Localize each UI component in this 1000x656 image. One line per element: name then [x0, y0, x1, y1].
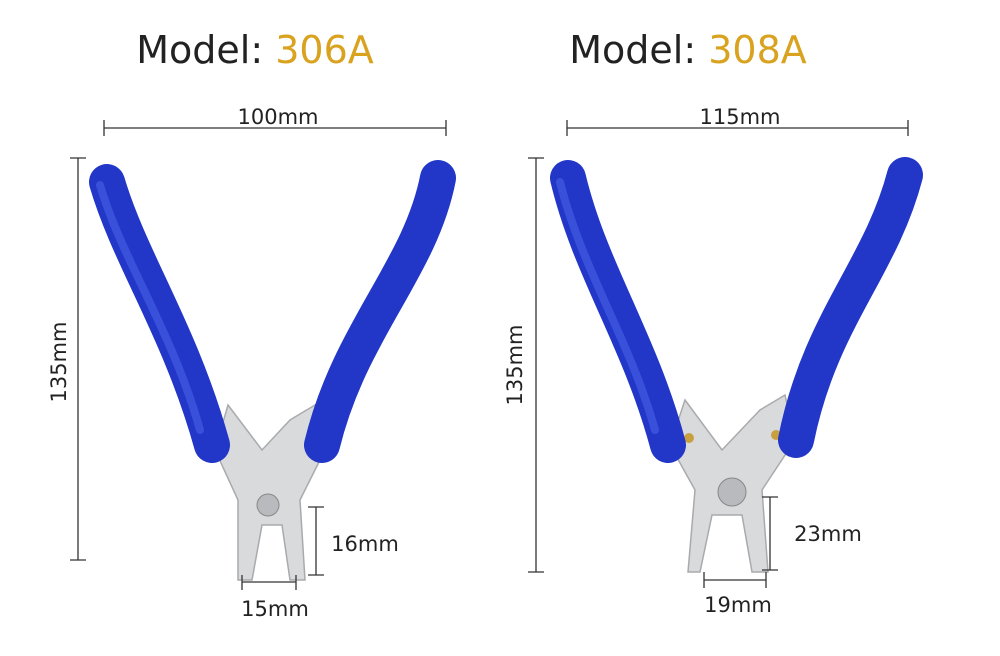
height-label: 135mm: [503, 325, 527, 406]
jaw-width-line: [241, 575, 297, 590]
width-label: 100mm: [238, 105, 319, 129]
pivot: [256, 493, 280, 517]
pivot: [717, 477, 747, 507]
jaw-length-line: [308, 506, 324, 576]
height-label: 135mm: [47, 322, 71, 403]
plier-head: [214, 403, 326, 581]
product-308a: Model: 308A 115mm 135mm 23mm 19mm: [503, 28, 923, 617]
width-line: [566, 120, 909, 136]
model-label: Model:: [136, 28, 263, 72]
handle-left: [89, 164, 230, 463]
jaw-length-label: 23mm: [794, 522, 862, 546]
height-line: [528, 157, 544, 573]
handle-shine: [96, 181, 204, 434]
product-306a: Model: 306A 100mm 135mm 16mm 15mm: [47, 28, 456, 621]
model-number: 308A: [708, 28, 807, 72]
model-number: 306A: [275, 28, 374, 72]
jaw-width-label: 19mm: [704, 593, 772, 617]
width-label: 115mm: [700, 105, 781, 129]
jaw-width-label: 15mm: [241, 597, 309, 621]
jaw-length-label: 16mm: [331, 532, 399, 556]
handle-right: [778, 157, 923, 458]
rivet: [684, 433, 694, 443]
model-label: Model:: [569, 28, 696, 72]
handle-shine: [556, 178, 659, 434]
handle-left: [550, 160, 686, 463]
height-line: [70, 157, 86, 561]
jaw-length-line: [762, 496, 778, 571]
model-title: Model: 308A: [569, 28, 807, 72]
width-line: [103, 120, 447, 136]
handle-right: [304, 160, 456, 463]
model-title: Model: 306A: [136, 28, 374, 72]
jaw-width-line: [703, 572, 767, 588]
